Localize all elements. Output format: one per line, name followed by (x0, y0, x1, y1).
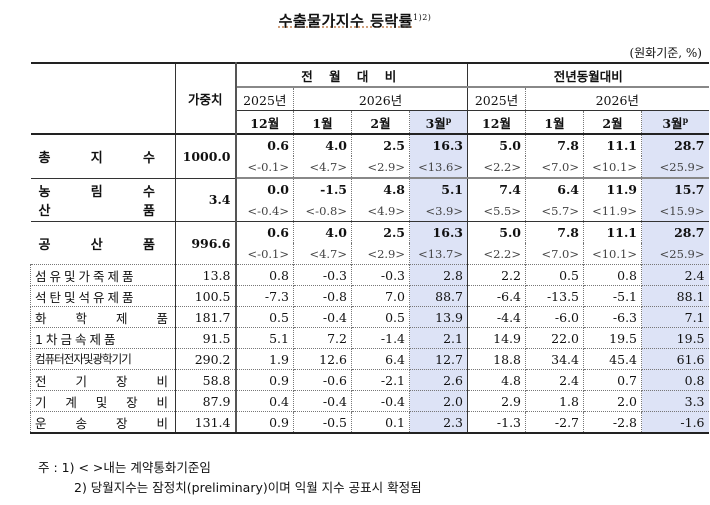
month-3-yoy: 3월p (641, 110, 709, 134)
month-2-yoy: 2월 (583, 110, 642, 134)
footnotes: 주 : 1) < >내는 계약통화기준임 2) 당월지수는 잠정치(prelim… (38, 458, 422, 498)
month-12-mom: 12월 (235, 110, 294, 134)
table-title: 수출물가지수 등락률1)2) (278, 12, 432, 30)
table-row: 기 계 및 장 비 87.9 0.4 -0.4 -0.4 2.0 2.9 1.8… (30, 390, 709, 412)
year-2025-mom: 2025년 (235, 87, 294, 111)
year-2026-yoy: 2026년 (525, 87, 709, 111)
month-2-mom: 2월 (351, 110, 410, 134)
year-2026-mom: 2026년 (293, 87, 468, 111)
table-row: 1차금속제품 91.5 5.1 7.2 -1.4 2.1 14.9 22.0 1… (30, 327, 709, 349)
weight-header: 가중치 (175, 63, 237, 135)
export-price-index-table: 가중치 전 월 대 비 전년동월대비 2025년 2026년 2025년 202… (30, 62, 709, 434)
table-row: 전 기 장 비 58.8 0.9 -0.6 -2.1 2.6 4.8 2.4 0… (30, 369, 709, 391)
table-row-agri: 농 림 수 산 품 3.4 0.0 -1.5 4.8 5.1 7.4 6.4 1… (30, 178, 709, 222)
month-1-yoy: 1월 (525, 110, 584, 134)
table-row: 석탄및석유제품 100.5 -7.3 -0.8 7.0 88.7 -6.4 -1… (30, 285, 709, 307)
mom-header: 전 월 대 비 (235, 63, 468, 88)
table-row-industrial: 공 산 품 996.6 0.6 4.0 2.5 16.3 5.0 7.8 11.… (30, 221, 709, 265)
table-row: 섬유및가죽제품 13.8 0.8 -0.3 -0.3 2.8 2.2 0.5 0… (30, 264, 709, 286)
corner-cell (30, 63, 176, 135)
year-2025-yoy: 2025년 (467, 87, 526, 111)
table-row-total: 총 지 수 1000.0 0.6 4.0 2.5 16.3 5.0 7.8 11… (30, 134, 709, 179)
month-1-mom: 1월 (293, 110, 352, 134)
table-row: 화 학 제 품 181.7 0.5 -0.4 0.5 13.9 -4.4 -6.… (30, 306, 709, 328)
month-12-yoy: 12월 (467, 110, 526, 134)
unit-label: (원화기준, %) (629, 46, 702, 60)
footnote-2: 2) 당월지수는 잠정치(preliminary)이며 익월 지수 공표시 확정… (74, 480, 422, 495)
footnote-1: 주 : 1) < >내는 계약통화기준임 (38, 460, 211, 475)
table-row: 운 송 장 비 131.4 0.9 -0.5 0.1 2.3 -1.3 -2.7… (30, 411, 709, 434)
yoy-header: 전년동월대비 (467, 63, 709, 88)
table-row: 컴퓨터전자및광학기기 290.2 1.9 12.6 6.4 12.7 18.8 … (30, 348, 709, 370)
month-3-mom: 3월p (409, 110, 468, 134)
